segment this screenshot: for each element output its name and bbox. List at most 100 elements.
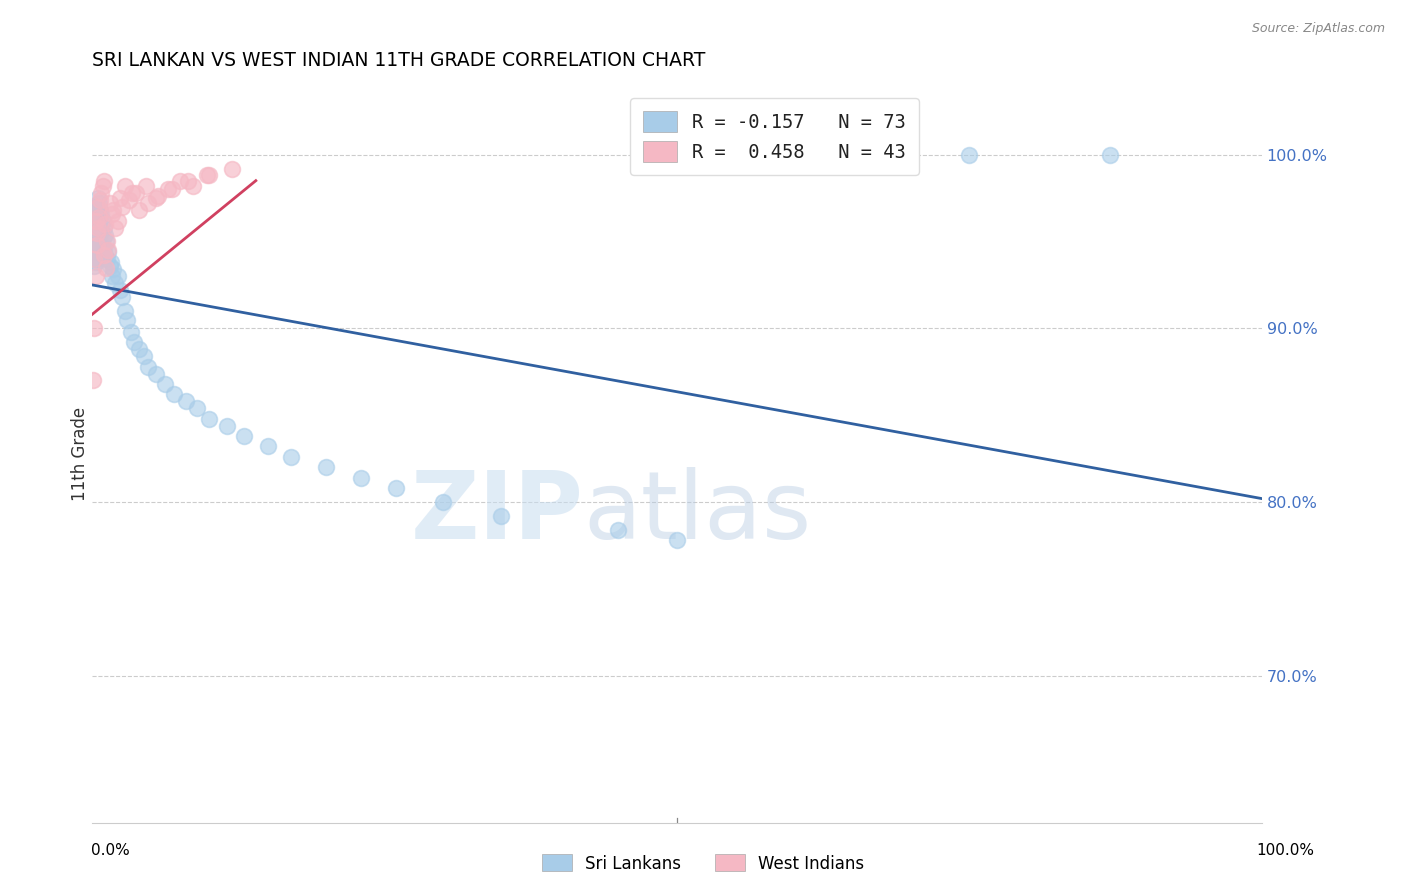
- Point: [221, 161, 243, 176]
- Point: [93, 174, 115, 188]
- Point: [94, 248, 117, 262]
- Point: [82, 374, 104, 388]
- Point: [957, 147, 980, 161]
- Point: [84, 235, 107, 249]
- Point: [135, 178, 157, 193]
- Point: [87, 231, 110, 245]
- Point: [157, 182, 180, 196]
- Point: [132, 349, 155, 363]
- Point: [163, 387, 186, 401]
- Text: SRI LANKAN VS WEST INDIAN 11TH GRADE CORRELATION CHART: SRI LANKAN VS WEST INDIAN 11TH GRADE COR…: [91, 51, 706, 70]
- Point: [120, 325, 142, 339]
- Point: [90, 224, 112, 238]
- Point: [136, 359, 159, 374]
- Point: [115, 312, 138, 326]
- Point: [233, 429, 256, 443]
- Point: [87, 196, 110, 211]
- Point: [128, 342, 150, 356]
- Point: [84, 200, 107, 214]
- Point: [107, 269, 129, 284]
- Point: [108, 283, 131, 297]
- Point: [122, 335, 145, 350]
- Point: [87, 200, 110, 214]
- Point: [87, 203, 110, 218]
- Text: 0.0%: 0.0%: [91, 843, 131, 858]
- Point: [146, 189, 169, 203]
- Point: [101, 262, 124, 277]
- Point: [93, 220, 115, 235]
- Point: [89, 193, 111, 207]
- Point: [186, 401, 208, 416]
- Point: [118, 193, 141, 207]
- Point: [86, 252, 108, 266]
- Point: [107, 213, 129, 227]
- Point: [160, 182, 183, 196]
- Point: [83, 321, 105, 335]
- Point: [136, 196, 159, 211]
- Point: [83, 231, 105, 245]
- Point: [82, 226, 104, 240]
- Point: [153, 376, 176, 391]
- Point: [108, 191, 131, 205]
- Point: [100, 255, 122, 269]
- Point: [87, 213, 110, 227]
- Point: [101, 207, 124, 221]
- Point: [121, 186, 143, 200]
- Point: [198, 169, 221, 183]
- Text: ZIP: ZIP: [411, 467, 583, 559]
- Point: [87, 217, 110, 231]
- Point: [87, 227, 110, 242]
- Point: [89, 203, 111, 218]
- Point: [90, 207, 112, 221]
- Point: [84, 243, 107, 257]
- Point: [96, 252, 118, 266]
- Point: [83, 238, 105, 252]
- Point: [198, 411, 221, 425]
- Point: [87, 191, 110, 205]
- Point: [665, 533, 688, 548]
- Point: [280, 450, 302, 464]
- Point: [87, 220, 110, 235]
- Point: [215, 418, 238, 433]
- Point: [84, 209, 107, 223]
- Point: [86, 231, 108, 245]
- Text: atlas: atlas: [583, 467, 811, 559]
- Point: [96, 235, 118, 249]
- Point: [128, 203, 150, 218]
- Point: [111, 290, 134, 304]
- Point: [104, 276, 127, 290]
- Point: [114, 178, 136, 193]
- Point: [86, 238, 108, 252]
- Point: [86, 226, 108, 240]
- Point: [104, 220, 127, 235]
- Point: [101, 269, 124, 284]
- Point: [83, 244, 105, 259]
- Point: [145, 191, 167, 205]
- Point: [82, 217, 104, 231]
- Point: [84, 269, 107, 284]
- Point: [125, 186, 148, 200]
- Point: [114, 304, 136, 318]
- Point: [97, 243, 120, 257]
- Point: [91, 231, 114, 245]
- Point: [91, 213, 114, 227]
- Point: [98, 259, 121, 273]
- Point: [177, 174, 200, 188]
- Point: [91, 178, 114, 193]
- Point: [86, 203, 108, 218]
- Point: [98, 196, 121, 211]
- Point: [86, 217, 108, 231]
- Point: [93, 242, 115, 256]
- Point: [84, 213, 107, 227]
- Point: [86, 242, 108, 256]
- Point: [350, 471, 373, 485]
- Legend: Sri Lankans, West Indians: Sri Lankans, West Indians: [536, 847, 870, 880]
- Point: [94, 260, 117, 275]
- Point: [83, 252, 105, 266]
- Point: [385, 481, 408, 495]
- Point: [90, 186, 112, 200]
- Point: [607, 523, 630, 537]
- Y-axis label: 11th Grade: 11th Grade: [72, 408, 89, 501]
- Point: [93, 248, 115, 262]
- Point: [432, 495, 454, 509]
